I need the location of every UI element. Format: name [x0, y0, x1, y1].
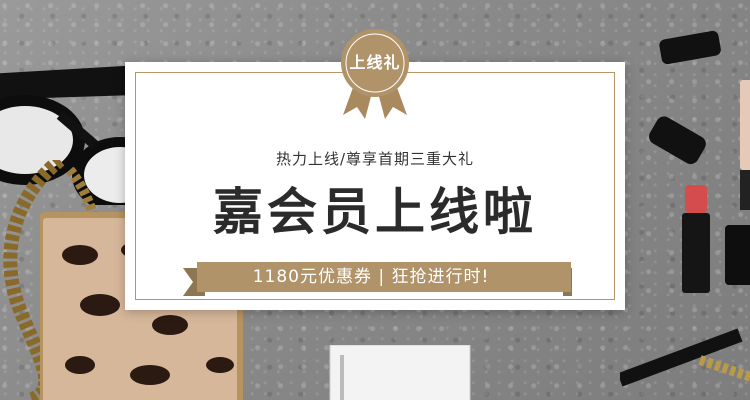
badge-seal [341, 29, 409, 119]
ribbon-text: 1180元优惠券 | 狂抢进行时! [252, 267, 490, 287]
banner-subtitle: 热力上线/尊享首期三重大礼 [275, 150, 475, 168]
ribbon-shape [183, 262, 572, 296]
banner-title: 嘉会员上线啦 [213, 182, 537, 241]
badge-label: 上线礼 [349, 53, 401, 72]
cosmetic-box-image [329, 345, 471, 400]
cosmetics-image [620, 30, 750, 387]
